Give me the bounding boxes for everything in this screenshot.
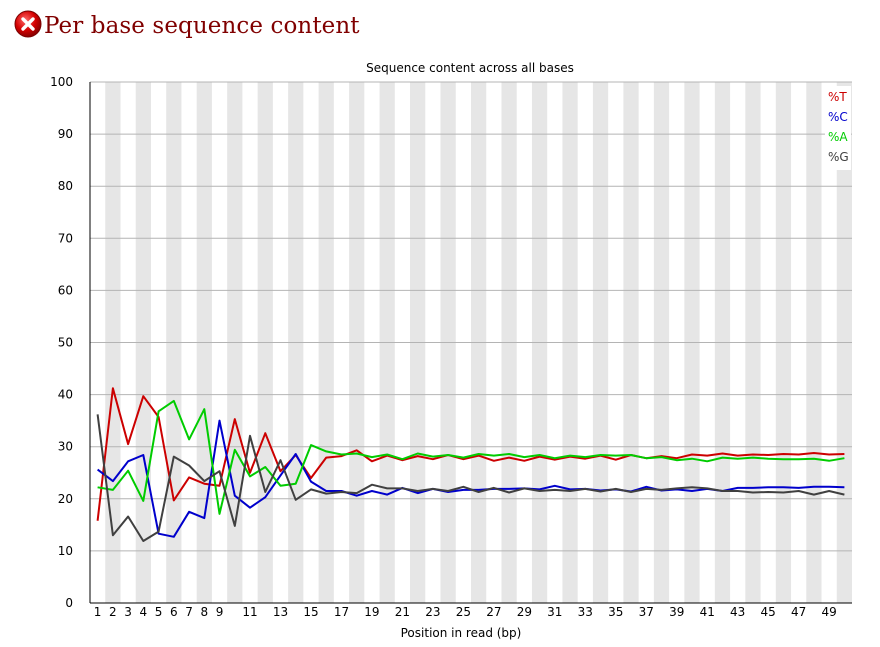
- series-line-t: [96, 387, 845, 521]
- page-title: Per base sequence content: [44, 13, 360, 39]
- x-tick-label: 43: [730, 605, 745, 619]
- x-tick-label: 8: [200, 605, 208, 619]
- x-tick-label: 11: [242, 605, 257, 619]
- x-tick-label: 33: [578, 605, 593, 619]
- x-tick-label: 6: [170, 605, 178, 619]
- y-tick-label: 20: [58, 492, 73, 506]
- x-tick-label: 4: [140, 605, 148, 619]
- chart-title: Sequence content across all bases: [366, 61, 574, 75]
- x-tick-label: 1: [94, 605, 102, 619]
- x-tick-label: 27: [486, 605, 501, 619]
- legend-item: %A: [828, 130, 848, 144]
- legend-item: %T: [828, 90, 847, 104]
- y-tick-label: 90: [58, 127, 73, 141]
- y-tick-label: 70: [58, 231, 73, 245]
- x-tick-label: 39: [669, 605, 684, 619]
- legend-item: %G: [828, 150, 849, 164]
- x-tick-label: 2: [109, 605, 117, 619]
- x-tick-label: 7: [185, 605, 193, 619]
- x-tick-label: 49: [821, 605, 836, 619]
- x-tick-label: 41: [700, 605, 715, 619]
- x-axis-label: Position in read (bp): [401, 626, 522, 640]
- x-tick-label: 17: [334, 605, 349, 619]
- y-tick-label: 0: [65, 596, 73, 610]
- error-icon: [14, 10, 42, 38]
- report-header: Per base sequence content: [14, 4, 360, 44]
- x-tick-label: 23: [425, 605, 440, 619]
- y-tick-label: 30: [58, 440, 73, 454]
- y-tick-label: 100: [50, 75, 73, 89]
- legend-box: [825, 86, 851, 170]
- series-line-g: [96, 414, 845, 542]
- x-tick-label: 35: [608, 605, 623, 619]
- x-tick-label: 15: [303, 605, 318, 619]
- x-tick-label: 47: [791, 605, 806, 619]
- y-tick-label: 40: [58, 388, 73, 402]
- x-tick-label: 45: [761, 605, 776, 619]
- x-tick-label: 5: [155, 605, 163, 619]
- y-tick-label: 10: [58, 544, 73, 558]
- x-tick-label: 29: [517, 605, 532, 619]
- y-tick-label: 80: [58, 179, 73, 193]
- legend-item: %C: [828, 110, 848, 124]
- x-tick-label: 21: [395, 605, 410, 619]
- x-tick-label: 37: [639, 605, 654, 619]
- x-tick-label: 9: [216, 605, 224, 619]
- x-tick-label: 19: [364, 605, 379, 619]
- series-line-a: [97, 399, 845, 515]
- y-tick-label: 50: [58, 336, 73, 350]
- y-tick-label: 60: [58, 283, 73, 297]
- x-tick-label: 13: [273, 605, 288, 619]
- x-tick-label: 25: [456, 605, 471, 619]
- x-tick-label: 31: [547, 605, 562, 619]
- x-tick-label: 3: [124, 605, 132, 619]
